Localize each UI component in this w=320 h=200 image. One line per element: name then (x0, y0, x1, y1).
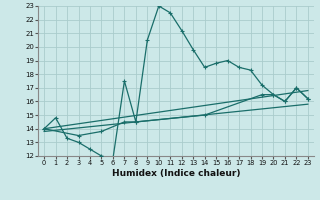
X-axis label: Humidex (Indice chaleur): Humidex (Indice chaleur) (112, 169, 240, 178)
